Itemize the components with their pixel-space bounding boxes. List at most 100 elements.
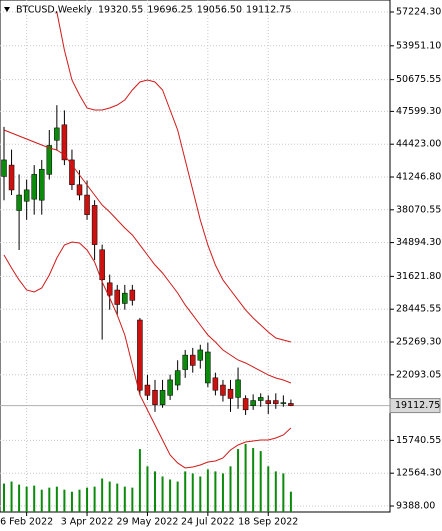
header-value: 19696.25: [147, 5, 192, 16]
x-tick-label: 24 Jul 2022: [181, 517, 235, 528]
header-value: 19112.75: [246, 5, 291, 16]
volume-bar: [237, 449, 240, 512]
candle-body: [197, 349, 204, 361]
volume-bar: [70, 491, 73, 512]
y-tick-label: 34894.30: [396, 237, 441, 248]
volume-bar: [252, 448, 255, 512]
candle-body: [8, 164, 15, 191]
band-upper: [56, 11, 292, 343]
candle-body: [46, 145, 53, 175]
y-tick-label: 47599.30: [396, 106, 441, 117]
band-lower: [3, 241, 292, 469]
y-tick-label: 57224.30: [396, 6, 441, 17]
volume-bar: [3, 483, 5, 512]
candle-body: [159, 389, 166, 405]
y-tick-label: 50675.55: [396, 74, 441, 85]
volume-bar: [33, 485, 36, 512]
volume-bar: [78, 489, 81, 512]
volume-bar: [214, 471, 217, 512]
candle-body: [227, 388, 234, 399]
volume-bar: [184, 471, 187, 512]
candle-body: [167, 379, 173, 396]
candle-body: [54, 127, 60, 141]
candle-body: [205, 351, 211, 384]
volume-bar: [10, 481, 13, 512]
last-price-box: [389, 398, 441, 414]
volume-bar: [25, 486, 28, 512]
candle-body: [84, 194, 90, 215]
candle-body: [212, 377, 219, 391]
plot-area: [0, 11, 390, 512]
volume-bar: [244, 444, 247, 512]
volume-bar: [289, 491, 292, 512]
candle-body: [76, 184, 83, 196]
volume-bar: [138, 449, 141, 512]
x-tick-label: 18 Sep 2022: [238, 517, 298, 528]
candle-body: [106, 282, 113, 296]
volume-bar: [123, 486, 126, 512]
candle-body: [144, 384, 151, 396]
candle-body: [288, 403, 294, 406]
volume-bar: [93, 486, 96, 512]
volume-bar: [116, 483, 119, 512]
y-tick-label: 44423.00: [396, 139, 441, 150]
candle-body: [39, 168, 45, 201]
y-tick-label: 38070.55: [396, 204, 441, 215]
candle-body: [273, 400, 279, 404]
candle-body: [114, 289, 120, 305]
volume-bar: [199, 476, 202, 512]
menu-arrow[interactable]: [4, 7, 10, 12]
candle-body: [1, 159, 7, 177]
header-value: 19320.55: [98, 5, 143, 16]
volume-bar: [274, 471, 277, 512]
volume-bar: [40, 489, 43, 512]
band-middle: [3, 129, 292, 384]
last-price-label: 19112.75: [395, 400, 440, 411]
candle-body: [182, 354, 188, 370]
volume-bar: [86, 487, 89, 512]
x-tick-label: 3 Apr 2022: [61, 517, 114, 528]
candle-body: [31, 174, 37, 200]
volume-bar: [206, 469, 209, 512]
candle-body: [129, 289, 136, 301]
candle-body: [91, 205, 98, 245]
y-tick-label: 12564.30: [396, 468, 441, 479]
volume-bar: [169, 479, 172, 512]
candle-body: [137, 319, 143, 391]
candle-body: [190, 354, 196, 366]
y-tick-label: 28445.55: [396, 304, 441, 315]
symbol-label: BTCUSD,Weekly: [16, 5, 92, 16]
candle-body: [122, 292, 128, 304]
volume-bar: [146, 466, 149, 512]
candle-body: [257, 397, 264, 401]
volume-bar: [282, 473, 285, 512]
price-axis: 57224.30 53951.10 50675.55 47599.30 44423.00…: [389, 6, 441, 512]
y-tick-label: 31621.80: [396, 271, 441, 282]
volume-bar: [48, 487, 51, 512]
y-tick-label: 15740.55: [396, 435, 441, 446]
volume-bar: [161, 476, 164, 512]
candle-body: [174, 370, 181, 386]
x-tick-label: 29 May 2022: [116, 517, 178, 528]
candle-body: [265, 400, 271, 404]
candle-body: [152, 389, 158, 405]
candle-body: [61, 124, 68, 161]
volume-bar: [18, 484, 21, 512]
volume-bar: [55, 486, 58, 512]
grid: [0, 0, 390, 512]
candle-body: [250, 400, 256, 406]
plot-frame: [0, 0, 391, 513]
candle-body: [99, 249, 105, 280]
candle-body: [242, 398, 249, 411]
y-tick-label: 22093.05: [396, 369, 441, 380]
header-value: 19056.50: [197, 5, 242, 16]
candle-body: [280, 402, 287, 404]
volume-bar: [191, 473, 194, 512]
candle-body: [16, 194, 22, 211]
volume-bar: [63, 489, 66, 512]
volume-bar: [259, 451, 262, 512]
volume-bar: [229, 466, 232, 512]
candle-body: [23, 189, 30, 202]
